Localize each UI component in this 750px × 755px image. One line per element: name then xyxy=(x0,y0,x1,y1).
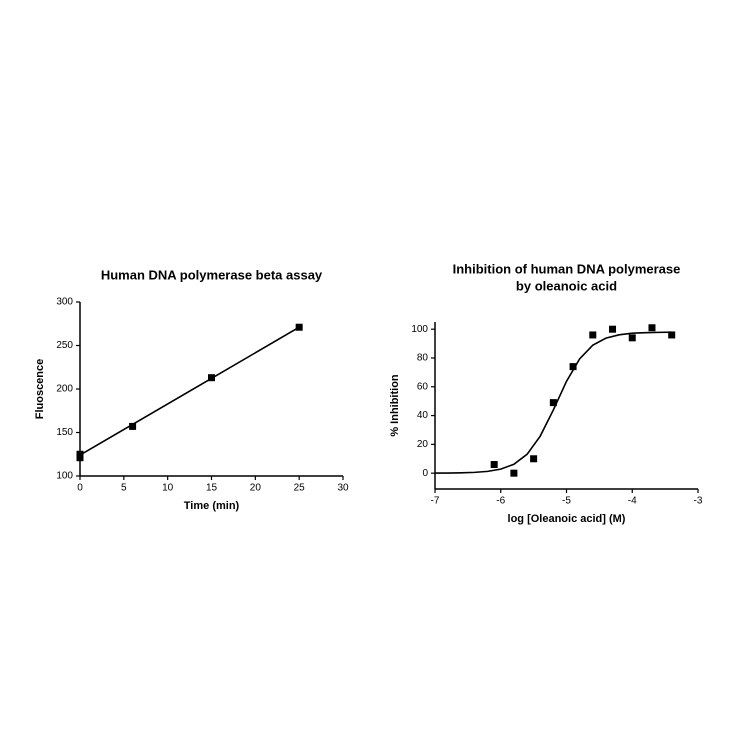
y-tick-label: 0 xyxy=(422,468,428,479)
x-tick-label: 20 xyxy=(250,483,262,494)
chart-title: by oleanoic acid xyxy=(516,278,617,293)
y-tick-label: 100 xyxy=(56,471,73,482)
data-point xyxy=(589,331,597,339)
y-tick-label: 80 xyxy=(417,353,429,364)
y-tick-label: 100 xyxy=(411,324,428,335)
fit-line xyxy=(79,326,300,456)
data-point xyxy=(76,454,84,462)
x-tick-label: -7 xyxy=(431,496,440,507)
data-point xyxy=(668,331,676,339)
y-axis-title: % Inhibition xyxy=(389,374,401,437)
y-tick-label: 150 xyxy=(56,427,73,438)
y-tick-label: 60 xyxy=(417,381,429,392)
x-tick-label: 25 xyxy=(294,483,306,494)
x-axis-title: log [Oleanoic acid] (M) xyxy=(508,513,626,525)
data-point xyxy=(530,455,538,463)
x-tick-label: -3 xyxy=(694,496,703,507)
fit-line xyxy=(434,331,672,474)
y-axis-title: Fluoscence xyxy=(34,359,46,420)
y-tick-label: 200 xyxy=(56,384,73,395)
x-tick-label: 15 xyxy=(206,483,218,494)
y-tick-label: 250 xyxy=(56,340,73,351)
data-point xyxy=(628,334,636,342)
x-axis-title: Time (min) xyxy=(184,500,240,512)
data-point xyxy=(510,469,518,477)
data-point xyxy=(295,323,303,331)
x-tick-label: 5 xyxy=(121,483,127,494)
x-tick-label: -5 xyxy=(562,496,571,507)
x-tick-label: 30 xyxy=(337,483,349,494)
x-tick-label: -4 xyxy=(628,496,637,507)
y-tick-label: 300 xyxy=(56,297,73,308)
x-tick-label: 10 xyxy=(162,483,174,494)
data-point xyxy=(490,461,498,469)
data-point xyxy=(609,325,617,333)
x-tick-label: -6 xyxy=(496,496,505,507)
data-point xyxy=(648,324,656,332)
data-point xyxy=(208,374,215,382)
chart-title: Inhibition of human DNA polymerase xyxy=(453,261,681,276)
y-tick-label: 40 xyxy=(417,410,429,421)
data-point xyxy=(549,399,557,407)
data-point xyxy=(129,422,137,430)
y-tick-label: 20 xyxy=(417,439,429,450)
x-tick-label: 0 xyxy=(77,483,83,494)
chart-title: Human DNA polymerase beta assay xyxy=(101,267,323,282)
data-point xyxy=(569,363,577,371)
